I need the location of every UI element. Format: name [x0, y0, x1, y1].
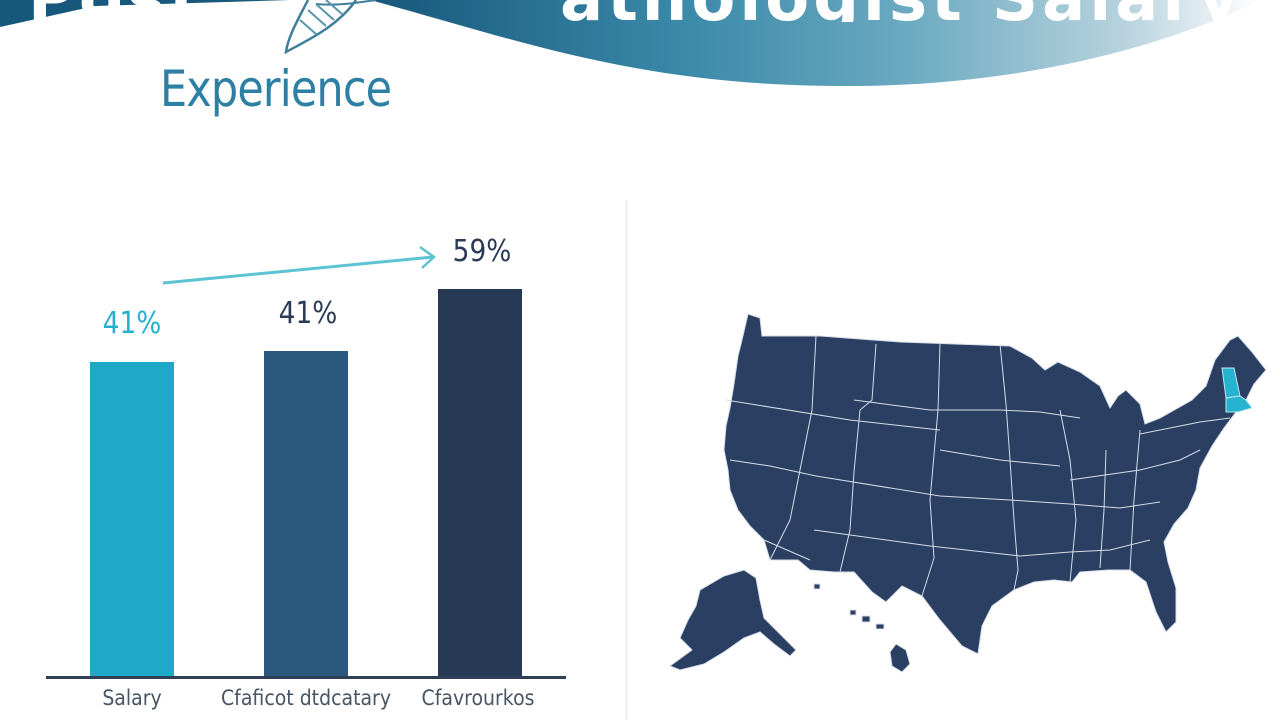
trend-arrow-icon: [162, 245, 436, 285]
category-label-2: Cfaficot dtdcatary: [220, 686, 392, 710]
bar-3-value: 59%: [452, 234, 512, 269]
title-fragment-left: Post: [28, 0, 204, 22]
contiguous-us-shape: [723, 313, 1267, 655]
dna-helix-icon: [284, 0, 377, 55]
title-fragment-right: athologist Salary: [560, 0, 1244, 22]
bar-3: [438, 289, 522, 676]
bar-1: [90, 362, 174, 676]
banner-wave-background: [0, 0, 1260, 87]
bar-2: [264, 351, 348, 676]
bar-2-value: 41%: [278, 296, 338, 331]
bar-1-value: 41%: [102, 306, 162, 341]
x-axis-line: [46, 676, 566, 679]
alaska-shape: [668, 569, 797, 671]
category-label-3: Cfavrourkos: [421, 686, 535, 710]
highlighted-state-massachusetts: [1225, 395, 1253, 413]
hawaii-shape: [889, 643, 911, 673]
us-map: [668, 313, 1267, 673]
page-title: Post athologist Salary: [0, 0, 1280, 22]
header-banner: Post athologist Salary: [0, 0, 1280, 120]
panel-divider: [625, 200, 628, 720]
section-title: Experience: [160, 60, 392, 118]
category-label-1: Salary: [102, 686, 162, 710]
